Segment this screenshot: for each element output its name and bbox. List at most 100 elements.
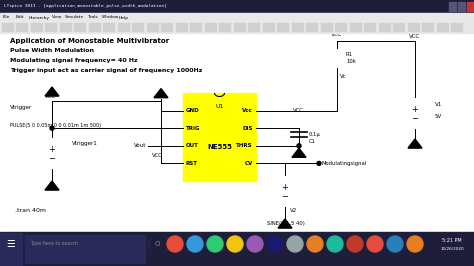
Text: NE555: NE555: [207, 144, 232, 150]
Text: 5:21 PM: 5:21 PM: [442, 238, 462, 243]
Circle shape: [387, 236, 403, 252]
Bar: [0, 13, 474, 22]
Bar: [0, 33, 474, 232]
Text: U1: U1: [215, 103, 224, 109]
Text: 5V: 5V: [435, 114, 442, 119]
Text: CV: CV: [245, 161, 253, 166]
Bar: [277, 23, 290, 32]
Text: SINE(3 1.5 40): SINE(3 1.5 40): [267, 221, 305, 226]
Text: ☰: ☰: [7, 239, 15, 249]
Polygon shape: [45, 87, 59, 96]
Text: Application of Monostable Multivibrator: Application of Monostable Multivibrator: [10, 38, 169, 44]
Circle shape: [317, 161, 321, 165]
Circle shape: [50, 126, 54, 130]
Text: Help: Help: [119, 15, 129, 19]
Text: Vtrigger1: Vtrigger1: [72, 140, 98, 146]
Bar: [248, 23, 261, 32]
Text: VCC: VCC: [331, 32, 343, 37]
Text: Vc: Vc: [340, 73, 346, 78]
Bar: [31, 23, 43, 32]
Circle shape: [148, 237, 162, 251]
Text: Edit: Edit: [16, 15, 25, 19]
Bar: [379, 23, 391, 32]
Text: Modulating signal frequency= 40 Hz: Modulating signal frequency= 40 Hz: [10, 58, 137, 63]
Circle shape: [399, 97, 431, 129]
Text: File: File: [3, 15, 10, 19]
Text: Vtrigger: Vtrigger: [10, 106, 32, 110]
Circle shape: [269, 175, 301, 207]
Text: V2: V2: [290, 209, 297, 214]
Text: VCC: VCC: [45, 94, 55, 99]
Text: Vcc: Vcc: [242, 108, 253, 113]
Bar: [176, 23, 188, 32]
Circle shape: [36, 137, 68, 169]
Bar: [118, 23, 130, 32]
Circle shape: [227, 236, 243, 252]
Text: Window: Window: [102, 15, 119, 19]
Text: LTspice XVII - [application_monostable_pulse_width_modulation]: LTspice XVII - [application_monostable_p…: [4, 5, 167, 9]
Circle shape: [327, 236, 343, 252]
Text: VCC: VCC: [152, 153, 163, 158]
Bar: [331, 48, 343, 68]
Bar: [458, 2, 465, 10]
Text: Hierarchy: Hierarchy: [28, 15, 50, 19]
Bar: [0, 0, 474, 13]
Text: −: −: [282, 193, 289, 202]
Text: Simulate: Simulate: [65, 15, 84, 19]
Text: R1: R1: [346, 52, 353, 57]
Text: THRS: THRS: [237, 143, 253, 148]
Bar: [408, 23, 420, 32]
Bar: [162, 23, 173, 32]
Bar: [74, 23, 86, 32]
Circle shape: [287, 236, 303, 252]
Bar: [60, 23, 72, 32]
Bar: [133, 23, 145, 32]
Bar: [0, 232, 474, 266]
Bar: [191, 23, 202, 32]
Text: −: −: [48, 155, 55, 164]
Text: 0.1μ: 0.1μ: [309, 132, 321, 137]
Bar: [350, 23, 362, 32]
Text: View: View: [53, 15, 63, 19]
Bar: [452, 23, 464, 32]
Text: RST: RST: [186, 161, 198, 166]
Bar: [205, 23, 217, 32]
Circle shape: [207, 236, 223, 252]
Polygon shape: [45, 181, 59, 190]
Bar: [2, 23, 14, 32]
Text: Vout: Vout: [134, 143, 146, 148]
Bar: [183, 93, 256, 181]
Bar: [437, 23, 449, 32]
Text: PULSE(5 0 0.05m 0 0 0.01m 1m 500): PULSE(5 0 0.05m 0 0 0.01m 1m 500): [10, 123, 101, 127]
Bar: [365, 23, 376, 32]
Polygon shape: [292, 148, 306, 157]
Bar: [336, 23, 347, 32]
Polygon shape: [154, 89, 168, 98]
Text: DIS: DIS: [243, 126, 253, 131]
Bar: [234, 23, 246, 32]
Text: VCC: VCC: [410, 34, 420, 39]
Text: Trigger input act as carrier signal of frequency 1000Hz: Trigger input act as carrier signal of f…: [10, 68, 202, 73]
Text: TRIG: TRIG: [186, 126, 201, 131]
Bar: [103, 23, 116, 32]
Text: Type here to search: Type here to search: [30, 242, 78, 247]
Bar: [0, 22, 474, 33]
Bar: [17, 23, 28, 32]
Circle shape: [187, 236, 203, 252]
Bar: [147, 23, 159, 32]
Bar: [307, 23, 319, 32]
Text: +: +: [411, 105, 419, 114]
Text: C1: C1: [309, 139, 316, 144]
Text: +: +: [48, 144, 55, 153]
Circle shape: [347, 236, 363, 252]
Circle shape: [167, 236, 183, 252]
Text: .tran 40m: .tran 40m: [15, 209, 46, 214]
Circle shape: [407, 236, 423, 252]
Text: V1: V1: [435, 102, 442, 107]
Bar: [219, 23, 231, 32]
Text: Pulse Width Modulation: Pulse Width Modulation: [10, 48, 94, 53]
Text: −: −: [411, 114, 419, 123]
Text: +: +: [282, 182, 289, 192]
Bar: [422, 23, 435, 32]
Text: O: O: [155, 241, 160, 247]
